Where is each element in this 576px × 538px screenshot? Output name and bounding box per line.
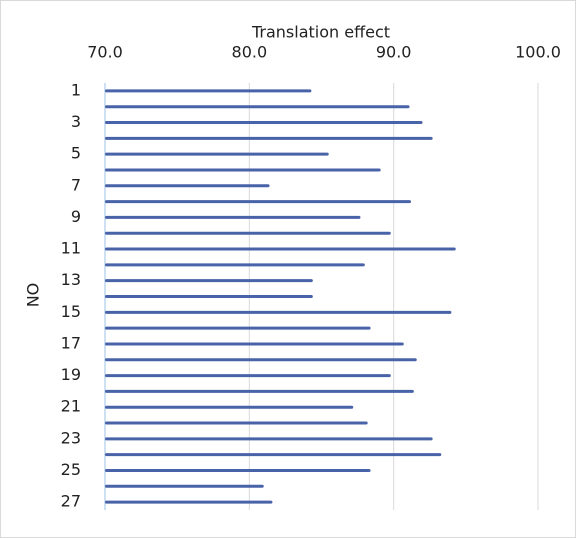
bar <box>105 152 329 156</box>
y-tick-label: 7 <box>71 175 81 194</box>
bar <box>105 105 410 109</box>
bar <box>105 295 313 298</box>
bar <box>105 389 414 393</box>
bar <box>105 421 368 425</box>
y-tick-label: 11 <box>61 239 81 258</box>
bar <box>105 263 365 267</box>
bar <box>105 468 371 472</box>
y-tick-label: 3 <box>71 112 81 131</box>
x-tick-label: 80.0 <box>232 43 268 62</box>
y-tick-label: 5 <box>71 144 81 163</box>
bar <box>105 231 391 235</box>
y-tick-label: 1 <box>71 80 81 99</box>
x-tick-label: 100.0 <box>515 43 561 62</box>
bar <box>105 358 417 362</box>
bar <box>105 374 391 378</box>
y-axis-title: NO <box>24 283 43 308</box>
y-tick-label: 15 <box>61 302 81 321</box>
x-axis-title: Translation effect <box>251 23 390 42</box>
bar <box>105 310 452 314</box>
bar <box>105 484 264 488</box>
bar <box>105 405 354 409</box>
y-tick-label: 17 <box>61 333 81 352</box>
y-tick-label: 25 <box>61 460 81 479</box>
bar <box>105 453 442 457</box>
y-tick-label: 23 <box>61 428 81 447</box>
y-tick-label: 21 <box>61 397 81 416</box>
bar <box>105 168 381 172</box>
bar <box>105 437 433 441</box>
bar <box>105 342 404 346</box>
bar <box>105 279 313 283</box>
bar <box>105 89 312 93</box>
y-tick-label: 27 <box>61 492 81 511</box>
x-tick-label: 90.0 <box>376 43 412 62</box>
y-tick-label: 13 <box>61 270 81 289</box>
bar <box>105 215 361 219</box>
bar <box>105 121 423 125</box>
x-tick-label: 70.0 <box>87 43 123 62</box>
y-tick-label: 9 <box>71 207 81 226</box>
bar <box>105 136 433 140</box>
bar <box>105 200 411 204</box>
bar <box>105 326 371 330</box>
bar <box>105 247 456 251</box>
bar <box>105 184 270 188</box>
bar <box>105 500 273 504</box>
y-tick-label: 19 <box>61 365 81 384</box>
